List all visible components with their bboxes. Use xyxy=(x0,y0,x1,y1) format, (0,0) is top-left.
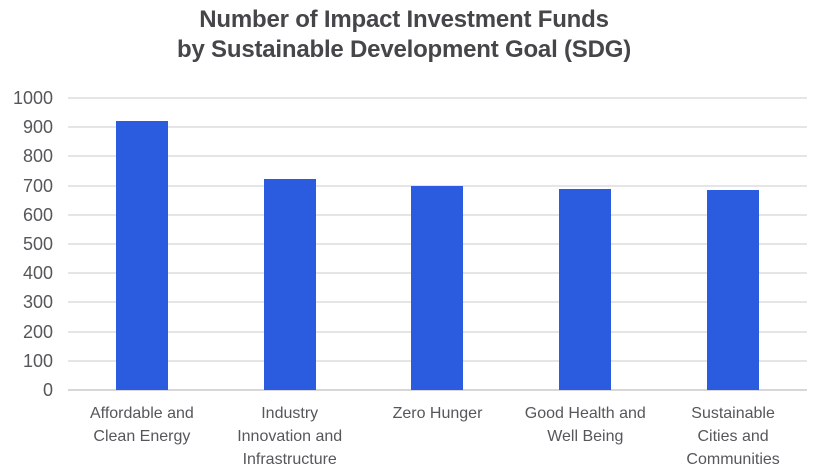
gridline-0 xyxy=(68,389,807,391)
bar-affordable-and-clean-energy xyxy=(115,121,168,390)
gridline-800 xyxy=(68,155,807,158)
chart-title-line-2: by Sustainable Development Goal (SDG) xyxy=(176,36,632,63)
bar-sustainable-cities-and-communities xyxy=(707,190,760,390)
x-tick-label-sustainable-cities-and-communities: Sustainable Cities and Communities xyxy=(686,405,780,468)
plot-area xyxy=(68,97,807,391)
y-tick-label-500: 500 xyxy=(22,234,53,254)
bar-slot-industry-innovation-and-infrastructure xyxy=(216,98,364,390)
bar-slot-zero-hunger xyxy=(364,98,512,390)
x-tick-label-affordable-and-clean-energy: Affordable and Clean Energy xyxy=(90,405,194,445)
bar-good-health-and-well-being xyxy=(559,189,612,390)
y-tick-label-400: 400 xyxy=(22,263,53,284)
bar-slot-good-health-and-well-being xyxy=(511,98,659,390)
gridline-1000 xyxy=(68,97,807,99)
bar-slot-affordable-and-clean-energy xyxy=(68,98,216,390)
y-tick-label-300: 300 xyxy=(22,292,53,313)
chart-title: Number of Impact Investment Funds by Sus… xyxy=(0,5,824,65)
x-tick-label-zero-hunger: Zero Hunger xyxy=(392,405,483,422)
bar-industry-innovation-and-infrastructure xyxy=(263,178,316,390)
x-axis: Affordable and Clean Energy Industry Inno… xyxy=(68,402,807,471)
x-tick-label-good-health-and-well-being: Good Health and Well Being xyxy=(524,405,646,445)
gridline-900 xyxy=(68,126,807,129)
y-tick-label-600: 600 xyxy=(22,204,53,225)
y-tick-label-900: 900 xyxy=(22,117,53,138)
chart-title-line-1: Number of Impact Investment Funds xyxy=(199,6,609,33)
y-tick-label-700: 700 xyxy=(22,175,53,196)
bars xyxy=(68,98,807,390)
x-tick-label-industry-innovation-and-infrastructure: Industry Innovation and Infrastructure xyxy=(237,405,343,468)
bar-slot-sustainable-cities-and-communities xyxy=(659,98,807,390)
y-tick-label-200: 200 xyxy=(22,321,53,342)
y-tick-label-0: 0 xyxy=(42,380,53,400)
bar-zero-hunger xyxy=(411,185,464,390)
y-tick-label-100: 100 xyxy=(22,350,53,371)
y-tick-label-800: 800 xyxy=(22,146,53,167)
y-axis: 0 100 200 300 400 500 600 700 800 900 1000 xyxy=(0,89,53,399)
y-tick-label-1000: 1000 xyxy=(12,88,53,108)
